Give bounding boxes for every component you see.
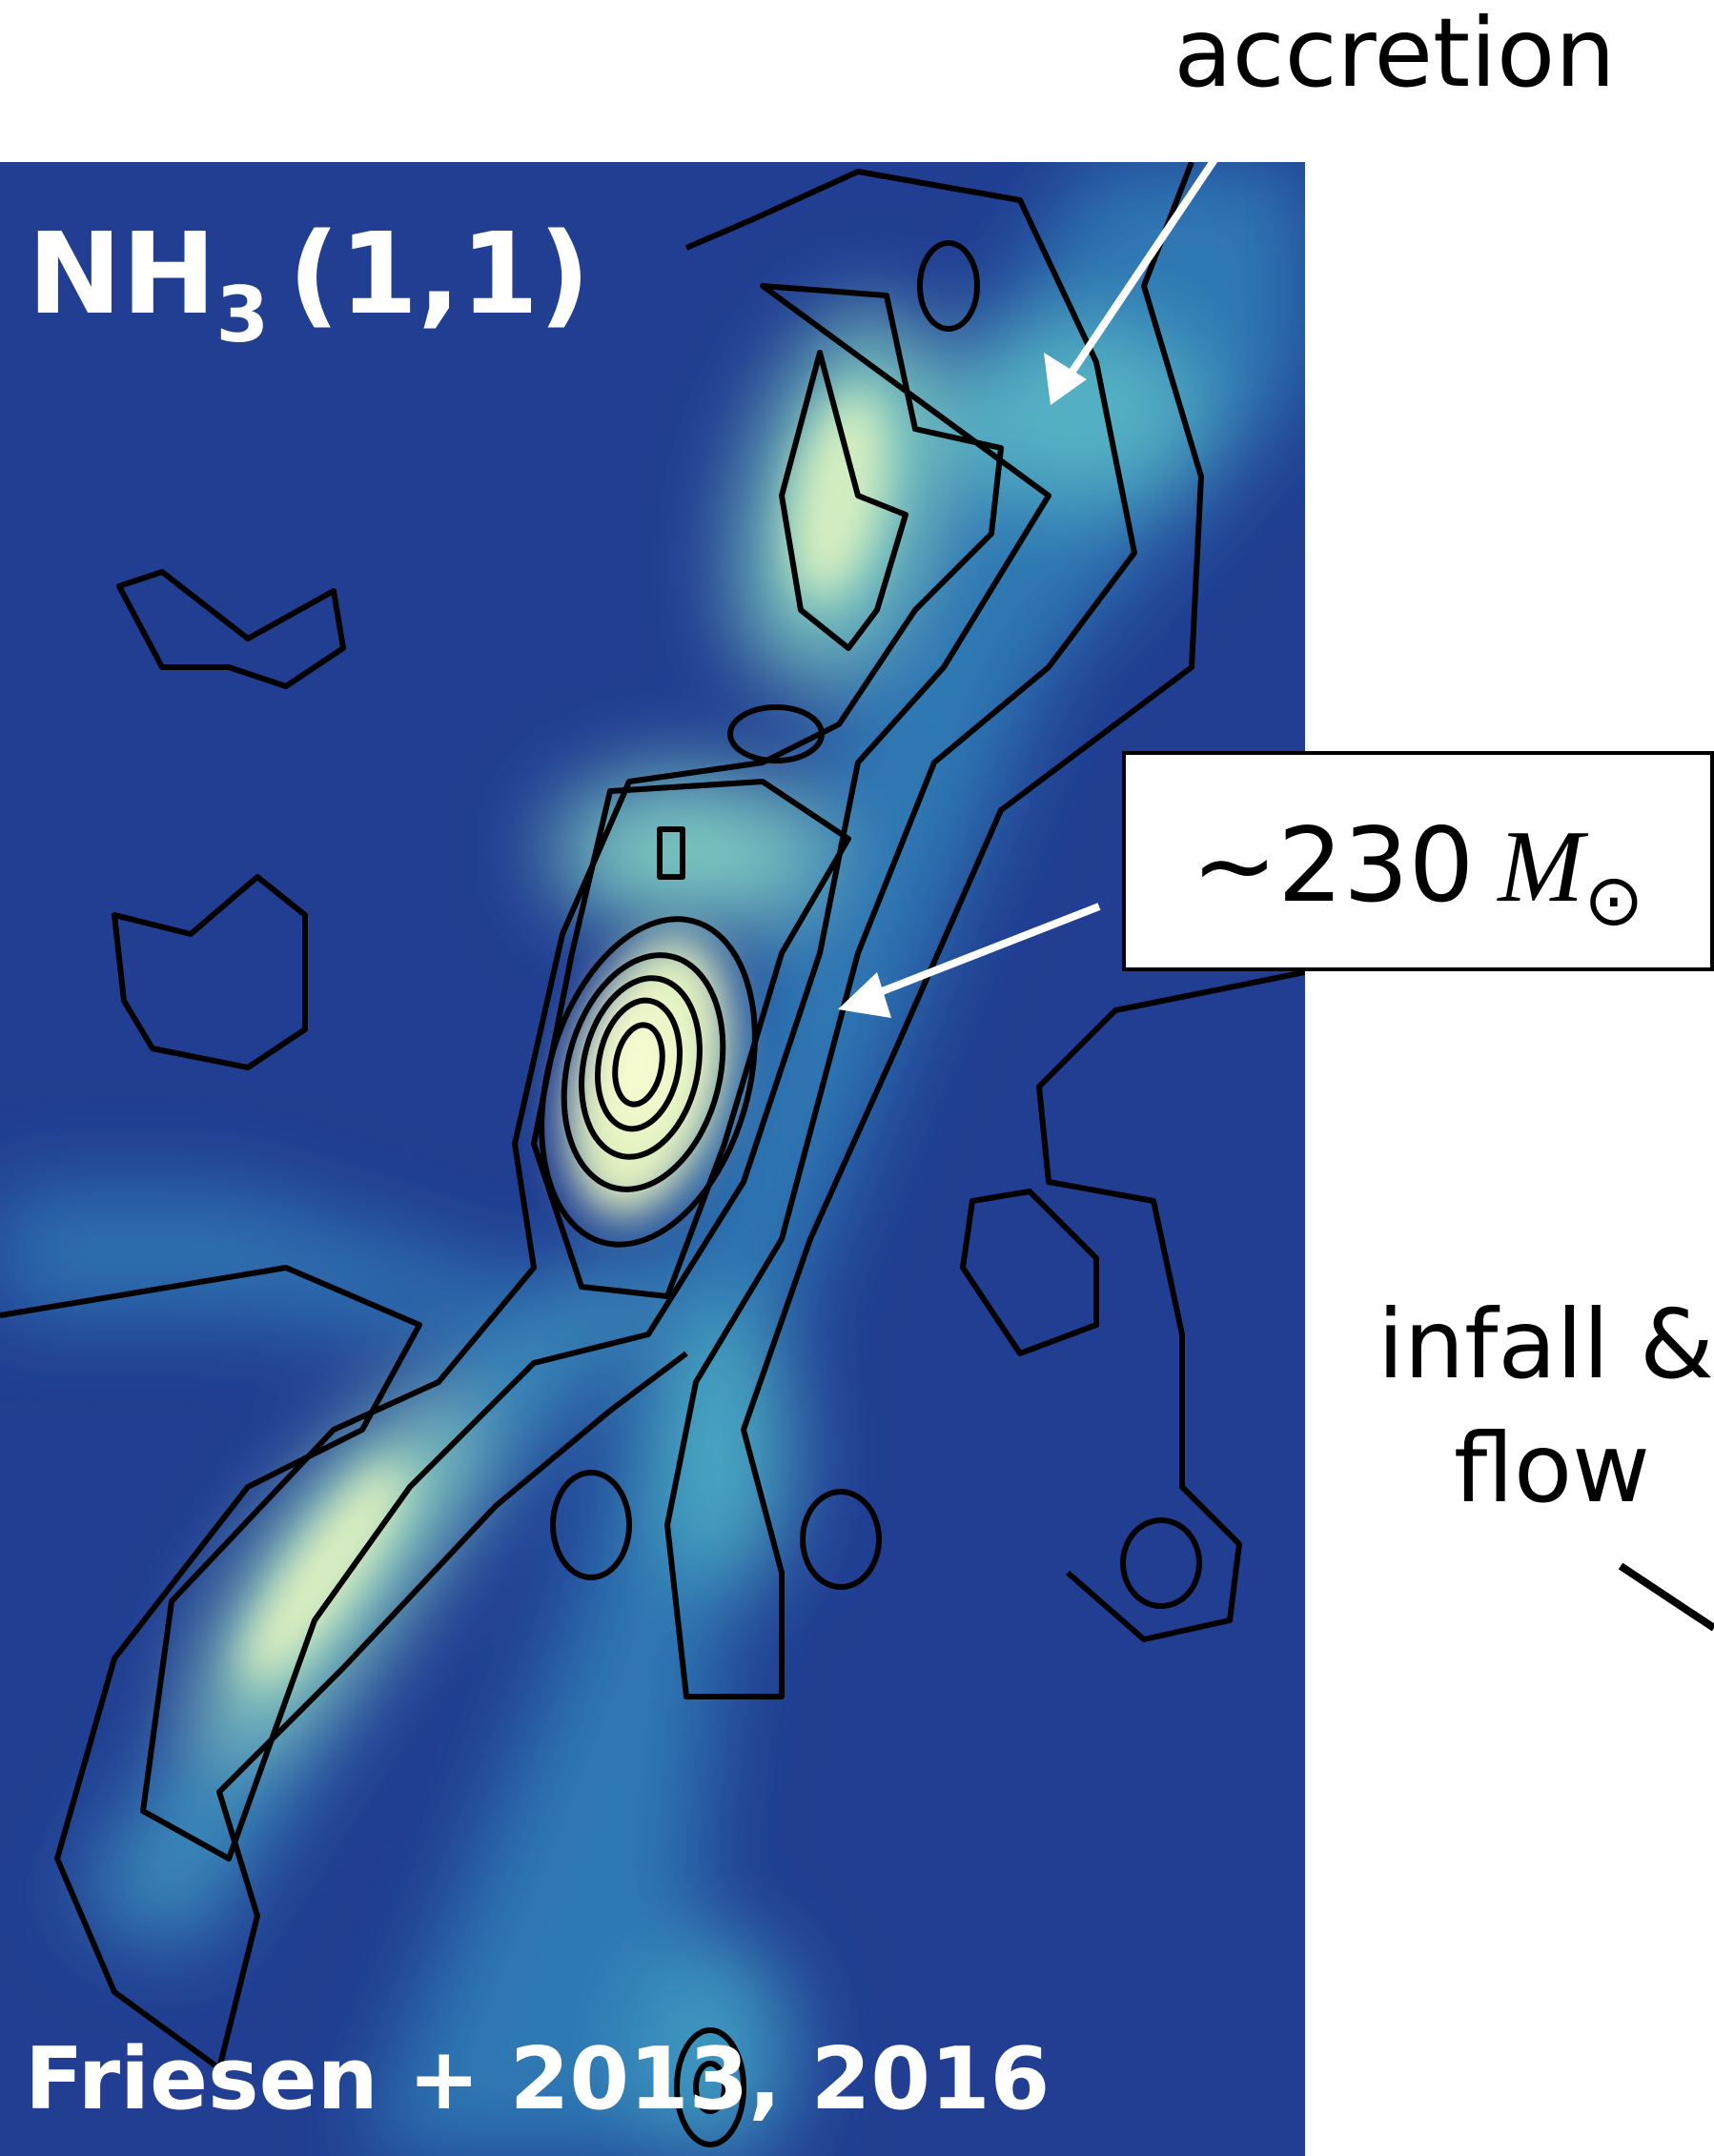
infall-label: infall & xyxy=(1377,1289,1714,1400)
mass-symbol: M xyxy=(1496,810,1588,924)
mass-value: ~230 xyxy=(1192,806,1475,925)
accretion-label: accretion xyxy=(1173,0,1615,109)
mass-label: ~230 M⊙ xyxy=(1192,806,1643,942)
mass-arrow xyxy=(866,903,1101,1001)
flow-label: flow xyxy=(1454,1413,1650,1524)
contours xyxy=(0,162,1305,2147)
accretion-arrow xyxy=(1062,155,1219,384)
flow-pointer xyxy=(1618,1562,1714,1632)
intensity-map: NH3 (1,1) Friesen + 2013, 2016 xyxy=(0,162,1305,2156)
arrows xyxy=(838,155,1219,1018)
mass-box xyxy=(1122,751,1714,971)
molecule: NH xyxy=(28,208,216,339)
arrowhead xyxy=(838,972,891,1018)
map-label: NH3 (1,1) xyxy=(28,208,590,359)
transition: (1,1) xyxy=(288,208,590,339)
sun-symbol: ⊙ xyxy=(1583,858,1643,942)
subscript: 3 xyxy=(216,271,270,359)
credit: Friesen + 2013, 2016 xyxy=(25,2029,1050,2129)
arrowhead xyxy=(1044,353,1087,405)
